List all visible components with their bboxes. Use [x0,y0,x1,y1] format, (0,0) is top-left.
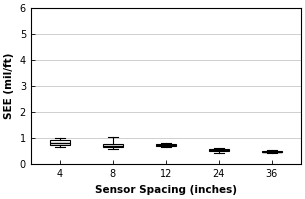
X-axis label: Sensor Spacing (inches): Sensor Spacing (inches) [95,185,237,195]
PathPatch shape [156,144,176,146]
PathPatch shape [50,140,70,145]
PathPatch shape [262,151,282,152]
PathPatch shape [103,144,123,147]
Y-axis label: SEE (mil/ft): SEE (mil/ft) [4,53,14,119]
PathPatch shape [209,149,229,151]
